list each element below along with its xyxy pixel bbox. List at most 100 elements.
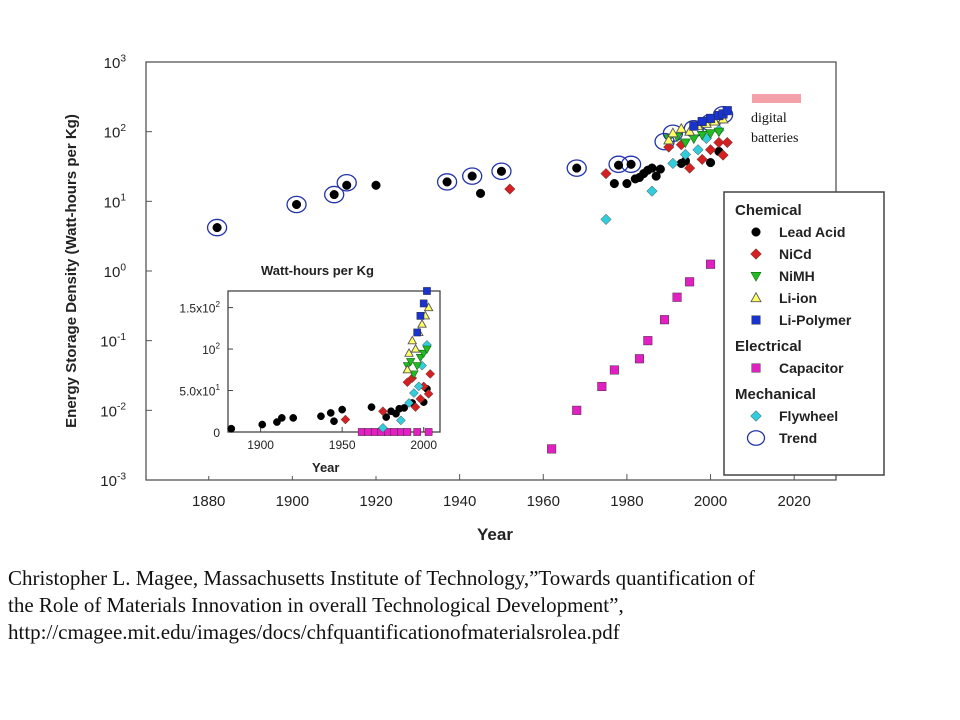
point-capacitor-0 [547, 444, 557, 454]
x-tick-label-1920: 1920 [359, 493, 392, 510]
point-trend-6 [491, 162, 512, 181]
y-tick-label--2-exp: -2 [117, 402, 126, 413]
inset-y-tick-label-100: 102 [202, 342, 220, 357]
point-li-ion-0 [663, 134, 675, 145]
legend-marker-trend [746, 430, 766, 446]
inset-point-li-ion-5 [417, 318, 427, 328]
point-lead-acid-2 [329, 190, 339, 200]
legend-group-mechanical: Mechanical [735, 386, 816, 403]
inset-y-tick-label-50: 5.0x101 [179, 383, 220, 398]
point-nicd-6 [704, 144, 717, 156]
legend-label-lead-acid: Lead Acid [779, 224, 845, 240]
y-tick-label-0-base: 10 [104, 264, 121, 281]
inset-y-tick-label-50-exp: 1 [215, 383, 220, 392]
annotation-bar [752, 94, 801, 103]
inset-point-lead-acid-2 [273, 418, 281, 426]
point-trend-0 [206, 218, 228, 237]
inset-point-nimh-3 [412, 362, 422, 371]
point-lead-acid-18 [647, 163, 657, 173]
point-trend-4 [436, 173, 458, 191]
inset-y-tick-label-150-base: 1.5x10 [179, 302, 215, 316]
y-tick-label--3-exp: -3 [117, 471, 126, 482]
series-li-polymer [689, 106, 732, 131]
caption-line-1: Christopher L. Magee, Massachusetts Inst… [8, 566, 756, 590]
inset-point-lead-acid-3 [277, 414, 286, 422]
point-nimh-2 [680, 138, 691, 149]
inset-point-lead-acid-7 [330, 417, 338, 426]
inset-plot-frame [227, 290, 441, 433]
inset-y-tick-label-100-exp: 2 [215, 342, 220, 351]
legend-marker-nimh [750, 272, 762, 282]
point-nicd-8 [717, 149, 729, 161]
point-li-polymer-2 [706, 113, 716, 123]
point-trend-11 [662, 124, 684, 142]
inset-point-lead-acid-8 [338, 405, 347, 414]
inset-point-li-polymer-1 [416, 312, 425, 320]
point-lead-acid-10 [609, 178, 619, 189]
inset-point-nimh-5 [419, 349, 429, 359]
x-tick-label-1880: 1880 [192, 493, 225, 510]
inset-point-nicd-1 [378, 406, 388, 417]
legend-label-capacitor: Capacitor [779, 360, 844, 376]
y-tick-label-0: 100 [104, 262, 127, 281]
annotation-line-0: digital [751, 111, 787, 126]
inset-point-flywheel-2 [404, 398, 414, 408]
inset-point-lead-acid-4 [289, 414, 298, 422]
y-tick-label-0-exp: 0 [120, 262, 126, 273]
inset-point-li-polymer-0 [413, 328, 421, 337]
x-tick-label-2020: 2020 [777, 493, 810, 510]
inset-point-lead-acid-9 [367, 403, 376, 411]
inset-point-flywheel-0 [378, 422, 388, 433]
point-trend-5 [462, 167, 483, 185]
inset-point-li-ion-3 [410, 343, 421, 353]
inset-point-nimh-6 [422, 345, 432, 354]
point-nicd-2 [663, 141, 675, 153]
point-lead-acid-20 [655, 164, 665, 174]
point-lead-acid-5 [442, 177, 452, 187]
inset-series-nicd [340, 369, 436, 425]
point-capacitor-7 [672, 292, 682, 302]
inset-x-tick-label-2000: 2000 [410, 438, 437, 452]
inset-point-capacitor-8 [413, 428, 421, 436]
caption-line-3: http://cmagee.mit.edu/images/docs/chfqua… [8, 620, 620, 644]
inset-point-lead-acid-1 [258, 420, 267, 429]
point-li-polymer-5 [722, 106, 732, 116]
inset-point-lead-acid-10 [382, 413, 391, 421]
legend-label-li-ion: Li-ion [779, 290, 817, 306]
point-nicd-4 [684, 162, 696, 174]
point-lead-acid-0 [212, 223, 222, 233]
point-li-ion-3 [684, 125, 696, 136]
inset-point-li-polymer-2 [419, 299, 428, 308]
point-li-polymer-0 [689, 121, 699, 131]
inset-point-lead-acid-0 [227, 424, 236, 433]
point-lead-acid-11 [613, 160, 624, 170]
inset-point-capacitor-0 [357, 428, 366, 436]
y-tick-label--1-base: 10 [100, 334, 117, 351]
inset-point-li-polymer-3 [423, 287, 431, 295]
point-nicd-0 [504, 183, 516, 195]
inset-point-nimh-1 [405, 358, 416, 367]
y-tick-label-2: 102 [104, 123, 127, 142]
point-lead-acid-9 [572, 163, 582, 173]
inset-point-capacitor-7 [403, 428, 412, 436]
y-tick-label--3: 10-3 [100, 471, 126, 490]
caption-line-2: the Role of Materials Innovation in over… [8, 593, 624, 617]
x-tick-label-1960: 1960 [527, 493, 560, 510]
legend-label-trend: Trend [779, 430, 817, 446]
point-lead-acid-1 [291, 199, 302, 210]
point-nicd-9 [721, 136, 733, 149]
x-tick-label-1980: 1980 [610, 493, 643, 510]
series-capacitor [547, 259, 716, 454]
series-nicd [504, 136, 733, 195]
annotation-line-1: batteries [751, 131, 798, 146]
point-flywheel-0 [600, 213, 612, 226]
inset-y-tick-label-0: 0 [213, 426, 220, 440]
inset-point-li-ion-0 [402, 364, 413, 374]
inset-x-tick-label-1900: 1900 [247, 438, 274, 452]
y-tick-label--3-base: 10 [100, 473, 117, 490]
legend-marker-flywheel [750, 410, 762, 422]
inset-y-tick-label-150: 1.5x102 [179, 300, 220, 315]
point-trend-1 [286, 195, 307, 214]
y-tick-label-2-exp: 2 [120, 123, 126, 134]
inset-point-lead-acid-14 [400, 404, 408, 412]
